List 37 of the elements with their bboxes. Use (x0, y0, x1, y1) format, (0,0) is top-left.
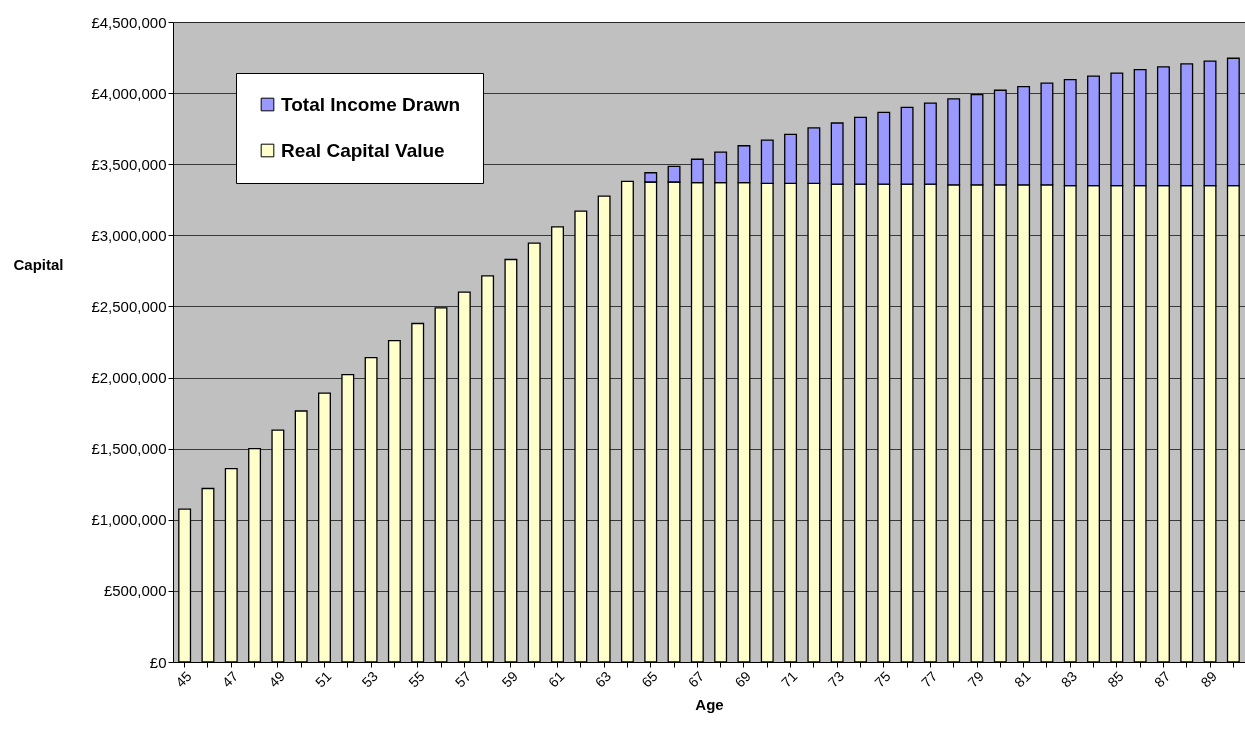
y-tick-label: £500,000 (103, 582, 167, 600)
x-tick-label: 87 (1151, 667, 1174, 691)
x-tick-label: 53 (358, 667, 382, 691)
x-tick-label: 55 (405, 667, 428, 691)
x-tick-label: 83 (1057, 667, 1081, 691)
x-tick-label: 79 (964, 667, 988, 691)
x-tick-label: 77 (917, 667, 941, 691)
x-tick-label: 67 (684, 667, 708, 691)
x-tick-label: 69 (731, 667, 754, 691)
y-axis-title: Capital (13, 255, 64, 273)
x-tick-label: 61 (545, 667, 568, 691)
x-tick-label: 47 (218, 667, 242, 691)
y-tick-label: £1,000,000 (91, 511, 167, 529)
x-tick-label: 89 (1197, 667, 1221, 691)
y-tick-label: £1,500,000 (91, 440, 167, 458)
x-tick-label: 49 (265, 667, 288, 691)
x-tick-label: 71 (778, 667, 801, 691)
x-tick-label: 85 (1104, 667, 1127, 691)
y-tick-label: £2,500,000 (91, 297, 167, 315)
x-tick-label: 57 (451, 667, 475, 691)
y-tick-label: £4,000,000 (91, 84, 167, 102)
x-tick-label: 45 (172, 667, 195, 691)
legend-label: Real Capital Value (281, 139, 445, 161)
x-tick-label: 81 (1011, 667, 1034, 691)
x-tick-label: 65 (638, 667, 661, 691)
x-tick-label: 51 (312, 667, 335, 691)
y-tick-label: £0 (149, 653, 167, 671)
x-axis-title: Age (695, 696, 724, 714)
x-tick-label: 75 (871, 667, 894, 691)
x-tick-label: 73 (824, 667, 848, 691)
y-tick-label: £3,000,000 (91, 226, 167, 244)
y-tick-label: £2,000,000 (91, 369, 167, 387)
x-tick-label: 59 (498, 667, 521, 691)
x-tick-label: 63 (591, 667, 615, 691)
y-tick-label: £4,500,000 (91, 13, 167, 31)
y-tick-label: £3,500,000 (91, 155, 167, 173)
legend-label: Total Income Drawn (281, 93, 461, 115)
